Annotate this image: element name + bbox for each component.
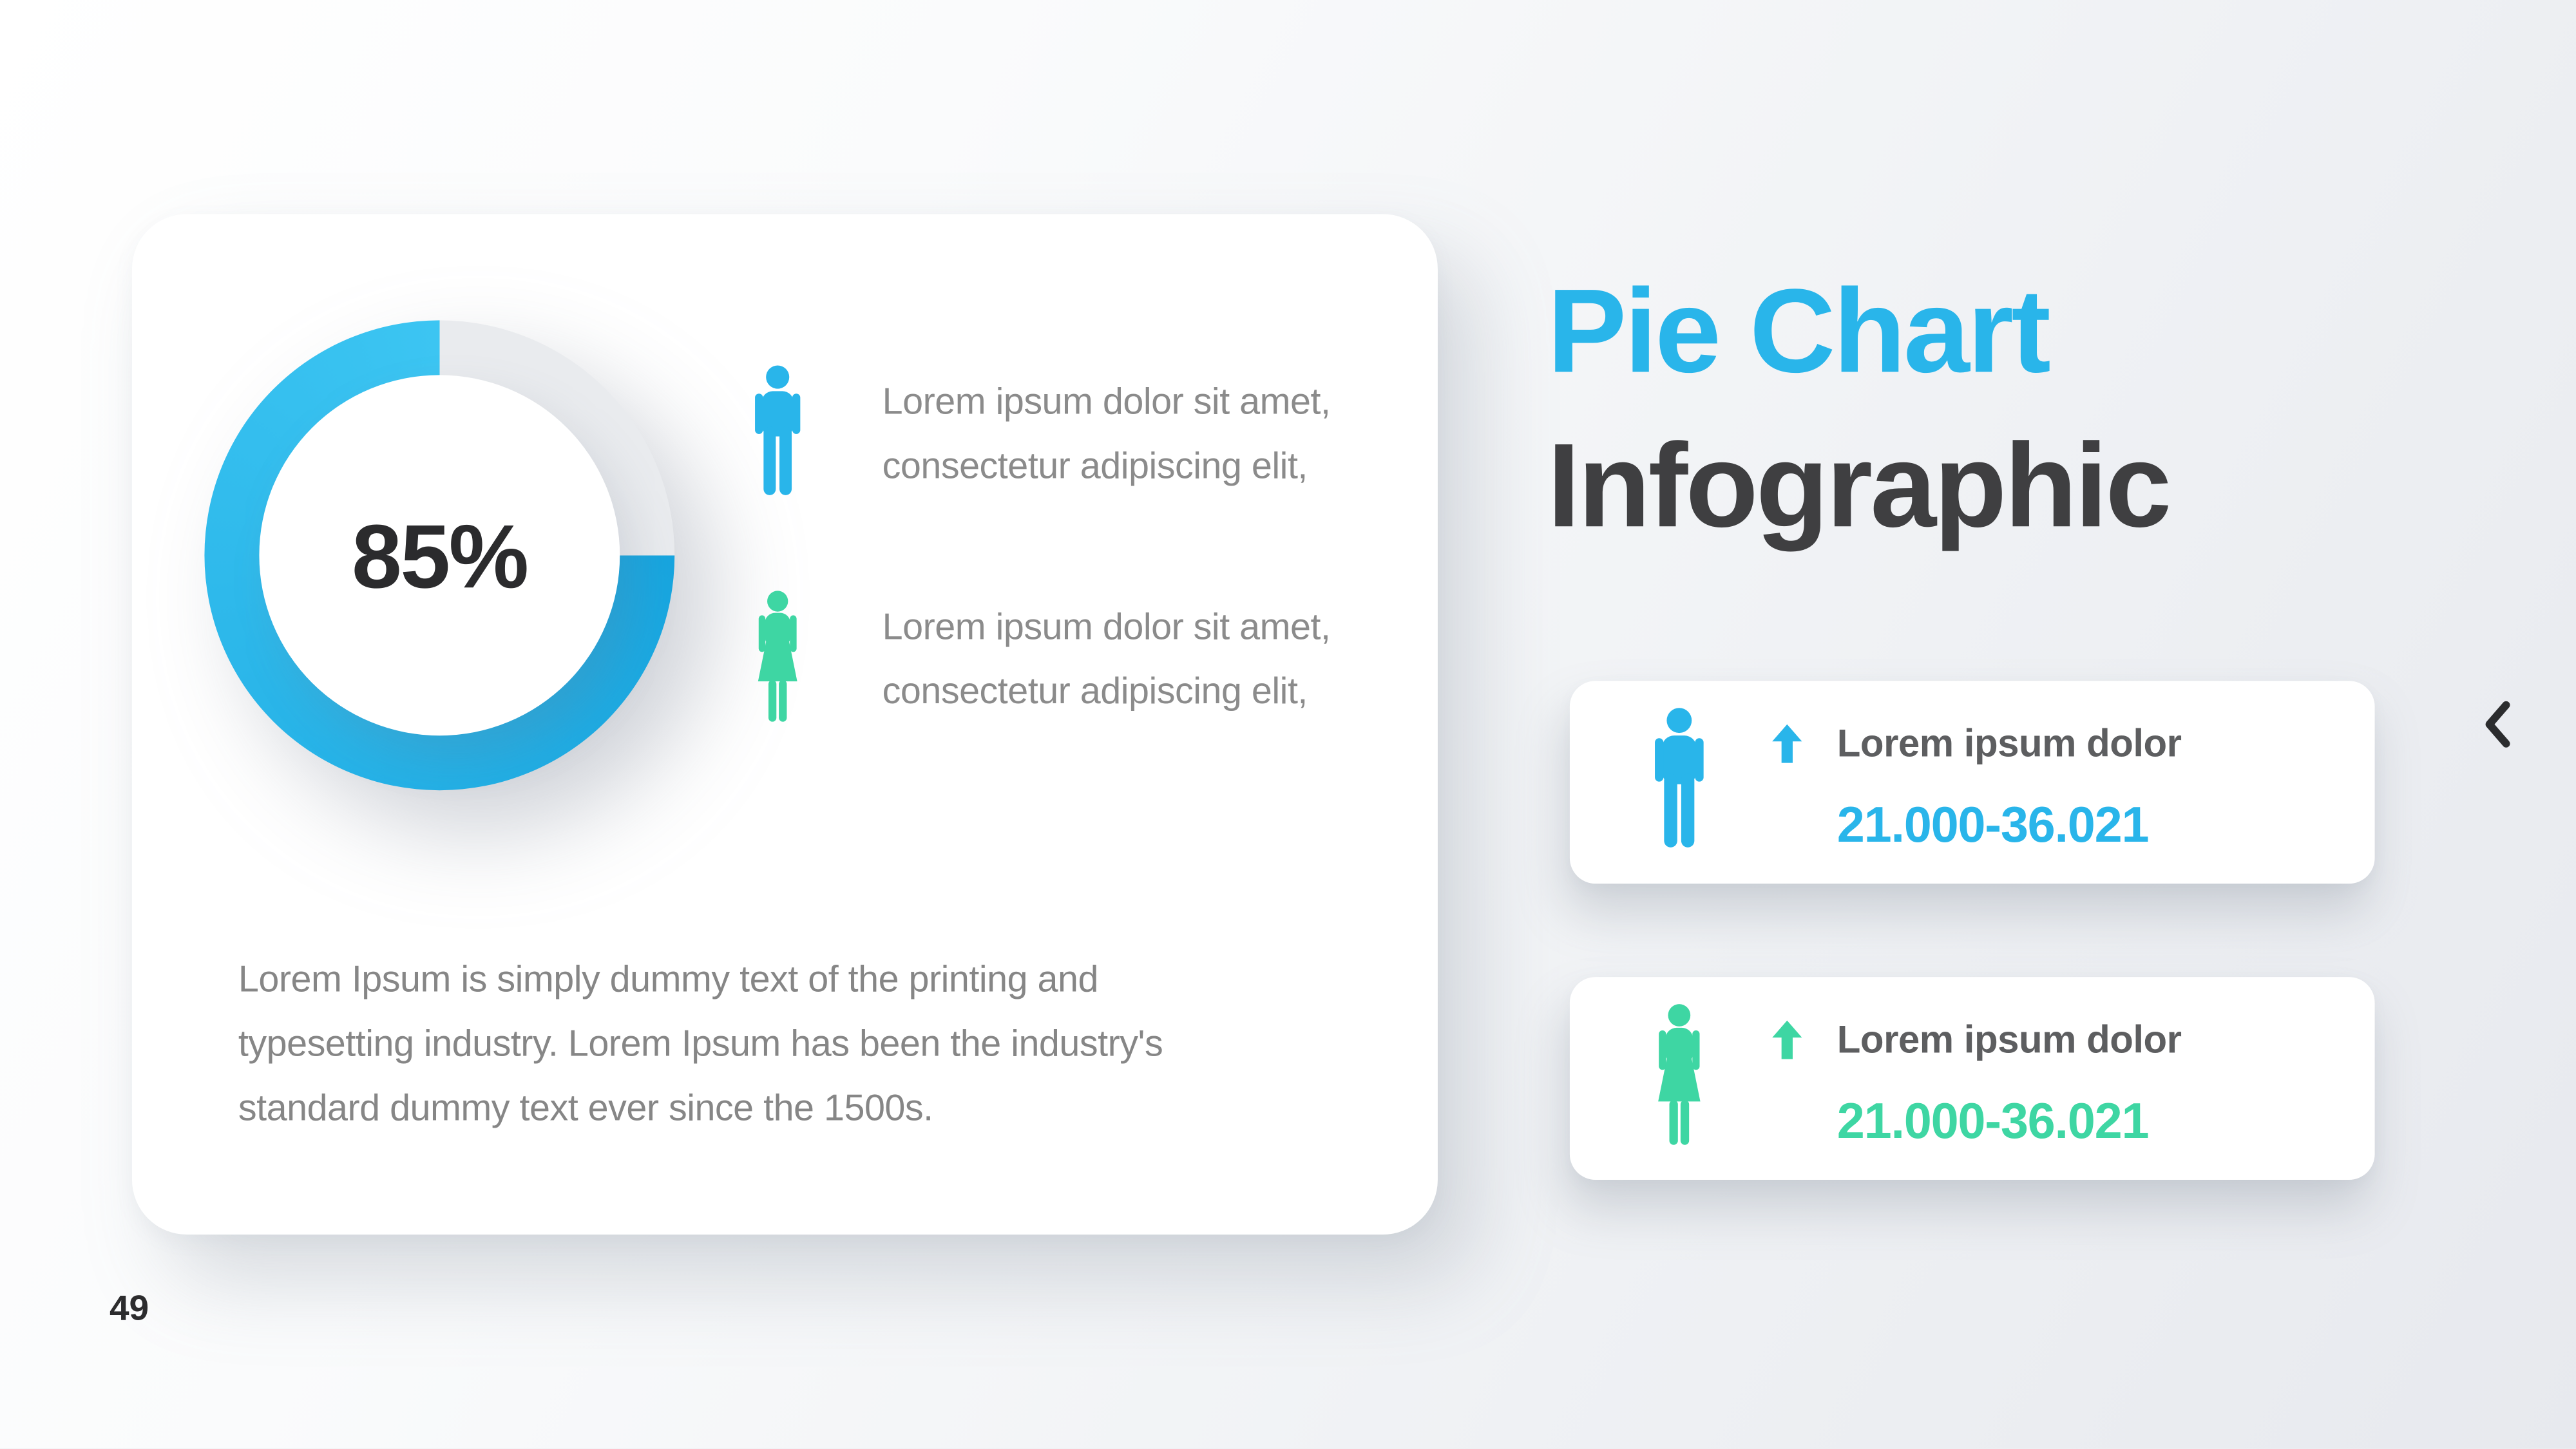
page-title-line1: Pie Chart <box>1547 264 2051 398</box>
stat-card-male: Lorem ipsum dolor 21.000-36.021 <box>1569 681 2375 884</box>
page-title-line2: Infographic <box>1547 419 2171 553</box>
legend-male-line1: Lorem ipsum dolor sit amet, <box>882 380 1331 422</box>
arrow-up-icon <box>1772 724 1802 763</box>
chart-card: 85% Lorem ipsum dolor sit amet, consecte… <box>131 214 1438 1235</box>
male-person-icon <box>1655 708 1704 848</box>
description-paragraph: Lorem Ipsum is simply dummy text of the … <box>238 958 1163 1129</box>
legend-female-line2: consectetur adipiscing elit, <box>882 670 1308 712</box>
legend-item-female: Lorem ipsum dolor sit amet, consectetur … <box>747 580 1331 741</box>
chevron-left-icon[interactable] <box>2479 699 2515 750</box>
female-person-icon <box>1658 1004 1701 1146</box>
legend-male-line2: consectetur adipiscing elit, <box>882 444 1308 487</box>
legend-female-line1: Lorem ipsum dolor sit amet, <box>882 605 1331 648</box>
stat-card-female: Lorem ipsum dolor 21.000-36.021 <box>1569 977 2375 1180</box>
legend-item-male: Lorem ipsum dolor sit amet, consectetur … <box>747 354 1331 515</box>
donut-chart: 85% <box>204 320 675 791</box>
legend-female-text: Lorem ipsum dolor sit amet, consectetur … <box>883 594 1331 741</box>
page-title: Pie Chart Infographic <box>1547 254 2171 564</box>
stat-value: 21.000-36.021 <box>1837 1093 2150 1150</box>
stat-label: Lorem ipsum dolor <box>1837 723 2182 766</box>
arrow-up-icon <box>1772 1020 1802 1059</box>
legend-male-text: Lorem ipsum dolor sit amet, consectetur … <box>883 369 1331 515</box>
stat-value: 21.000-36.021 <box>1837 797 2150 853</box>
stat-label: Lorem ipsum dolor <box>1837 1019 2182 1063</box>
donut-hole: 85% <box>259 375 620 736</box>
donut-percent-label: 85% <box>351 504 529 607</box>
female-person-icon <box>758 591 797 722</box>
male-person-icon <box>755 365 801 496</box>
page-number: 49 <box>109 1287 149 1329</box>
